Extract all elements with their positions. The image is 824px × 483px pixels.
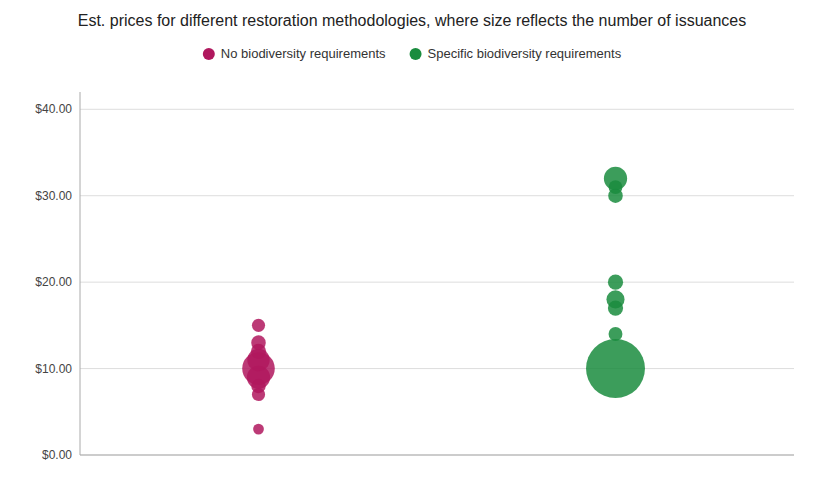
legend: No biodiversity requirements Specific bio… [203, 46, 622, 61]
bubble [252, 319, 265, 332]
grid-line [80, 455, 794, 456]
bubble [604, 167, 627, 190]
y-tick-label: $30.00 [35, 189, 72, 203]
bubble [608, 275, 623, 290]
grid-line [80, 195, 794, 196]
chart-svg: Est. prices for different restoration me… [0, 0, 824, 483]
legend-label: Specific biodiversity requirements [428, 46, 622, 61]
grid-line [80, 109, 794, 110]
bubble [253, 424, 264, 435]
grid-line [80, 282, 794, 283]
marks [242, 167, 645, 435]
grid [80, 109, 794, 455]
chart-container: Est. prices for different restoration me… [0, 0, 824, 483]
bubble [609, 327, 623, 341]
bubble [606, 290, 624, 308]
y-tick-label: $10.00 [35, 362, 72, 376]
grid-line [80, 368, 794, 369]
x-axis-line [80, 455, 794, 456]
y-axis-line [80, 92, 81, 455]
y-tick-label: $40.00 [35, 102, 72, 116]
bubble [586, 339, 645, 398]
legend-label: No biodiversity requirements [221, 46, 386, 61]
y-tick-label: $0.00 [42, 448, 72, 462]
legend-swatch [203, 48, 215, 60]
legend-swatch [410, 48, 422, 60]
y-tick-label: $20.00 [35, 275, 72, 289]
chart-title: Est. prices for different restoration me… [78, 12, 746, 29]
bubble [251, 335, 266, 350]
